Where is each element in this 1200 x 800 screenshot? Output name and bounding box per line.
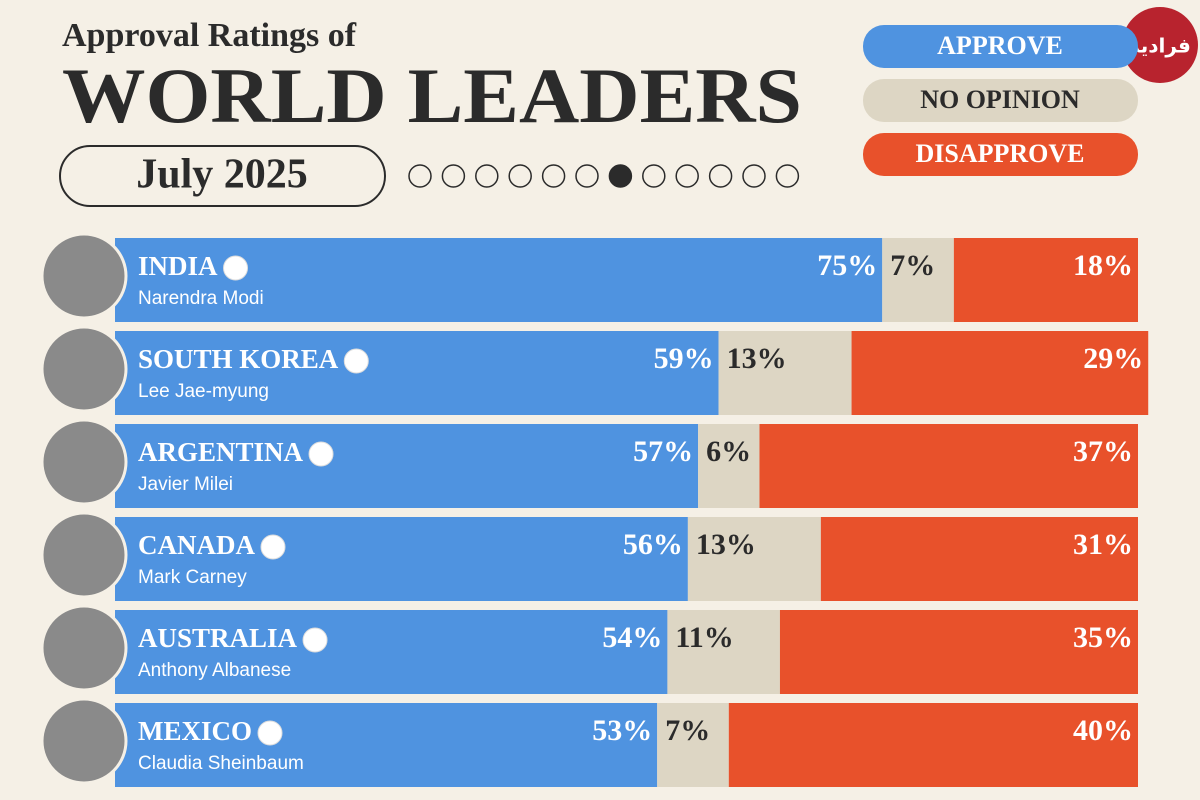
- date: July 2025: [136, 152, 308, 198]
- bar-segment: [882, 238, 954, 322]
- value-label: 35%: [1073, 621, 1133, 654]
- value-label: 7%: [665, 714, 710, 747]
- value-label: 11%: [675, 621, 733, 654]
- legend-label: NO OPINION: [920, 85, 1080, 114]
- page-dot: [742, 164, 766, 188]
- leader-label: Javier Milei: [138, 474, 233, 495]
- country-label: INDIA: [138, 251, 218, 281]
- value-label: 54%: [602, 621, 662, 654]
- portrait: [40, 232, 128, 320]
- country-label: MEXICO: [138, 716, 252, 746]
- legend-label: APPROVE: [937, 31, 1063, 60]
- bar-segment: [115, 703, 658, 787]
- value-label: 75%: [817, 249, 877, 282]
- bar-segment: [115, 610, 668, 694]
- page-dot: [575, 164, 599, 188]
- flag: [343, 348, 369, 374]
- portrait: [40, 697, 128, 785]
- bar-segment: [728, 703, 1138, 787]
- bar-segment: [820, 517, 1138, 601]
- date-pill: [59, 145, 386, 207]
- value-label: 13%: [696, 528, 756, 561]
- portrait: [40, 511, 128, 599]
- value-label: 56%: [623, 528, 683, 561]
- page-dot: [708, 164, 733, 188]
- value-label: 40%: [1073, 714, 1133, 747]
- legend-label: DISAPPROVE: [915, 139, 1084, 168]
- flag: [308, 441, 334, 467]
- page-dot: [775, 164, 800, 188]
- leader-label: Narendra Modi: [138, 288, 264, 309]
- legend-swatch: [863, 133, 1138, 176]
- watermark: فرادید: [1129, 35, 1191, 57]
- bar-segment: [115, 517, 688, 601]
- flag: [223, 255, 249, 281]
- bar-segment: [698, 424, 760, 508]
- page-dot: [675, 164, 699, 188]
- portrait: [40, 604, 128, 692]
- chart-subtitle: WORLD LEADERS: [62, 52, 802, 139]
- page-dot: [475, 164, 499, 188]
- country-label: ARGENTINA: [138, 437, 304, 467]
- bar-segment: [657, 703, 729, 787]
- value-label: 13%: [727, 342, 787, 375]
- leader-label: Anthony Albanese: [138, 660, 291, 681]
- value-label: 7%: [890, 249, 935, 282]
- country-label: CANADA: [138, 530, 255, 560]
- bar-segment: [115, 424, 699, 508]
- flag: [302, 627, 328, 653]
- page-dot: [441, 164, 466, 188]
- value-label: 29%: [1083, 342, 1143, 375]
- leader-label: Claudia Sheinbaum: [138, 753, 304, 774]
- bar-segment: [759, 424, 1138, 508]
- legend-swatch: [863, 25, 1138, 68]
- country-label: SOUTH KOREA: [138, 344, 339, 374]
- value-label: 53%: [592, 714, 652, 747]
- value-label: 6%: [706, 435, 751, 468]
- portrait: [40, 418, 128, 506]
- country-label: AUSTRALIA: [138, 623, 298, 653]
- pagination: [408, 164, 800, 188]
- bar-segment: [851, 331, 1149, 415]
- bar-segment: [718, 331, 852, 415]
- value-label: 59%: [654, 342, 714, 375]
- bar-segment: [687, 517, 821, 601]
- page-dot: [642, 164, 666, 188]
- flag: [257, 720, 283, 746]
- page-dot: [508, 164, 532, 188]
- watermark-badge: [1122, 7, 1198, 83]
- flag: [260, 534, 286, 560]
- bar-segment: [667, 610, 780, 694]
- page-dot: [408, 164, 432, 188]
- value-label: 37%: [1073, 435, 1133, 468]
- bar-segment: [779, 610, 1138, 694]
- value-label: 18%: [1073, 249, 1133, 282]
- value-label: 57%: [633, 435, 693, 468]
- portrait: [40, 325, 128, 413]
- leader-label: Lee Jae-myung: [138, 381, 269, 402]
- page-dot: [541, 164, 566, 188]
- bar-segment: [115, 331, 719, 415]
- value-label: 31%: [1073, 528, 1133, 561]
- legend-swatch: [863, 79, 1138, 122]
- chart-title: Approval Ratings of: [62, 17, 357, 54]
- leader-label: Mark Carney: [138, 567, 247, 588]
- bar-segment: [953, 238, 1138, 322]
- bar-segment: [115, 238, 883, 322]
- page-dot: [608, 164, 633, 188]
